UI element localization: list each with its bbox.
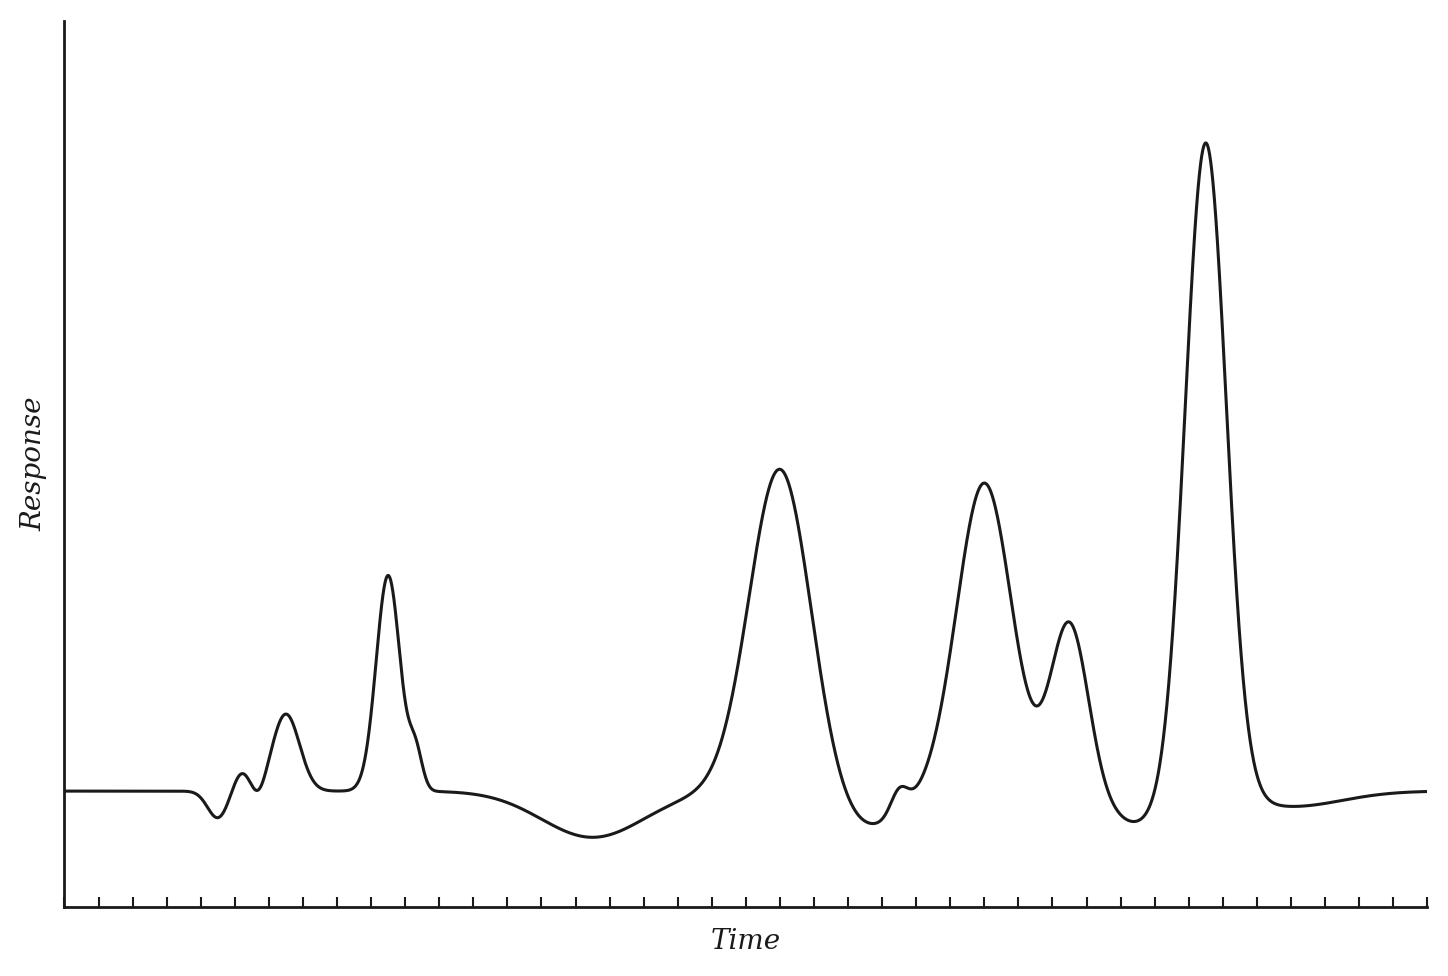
X-axis label: Time: Time (711, 928, 780, 956)
Y-axis label: Response: Response (20, 396, 48, 531)
